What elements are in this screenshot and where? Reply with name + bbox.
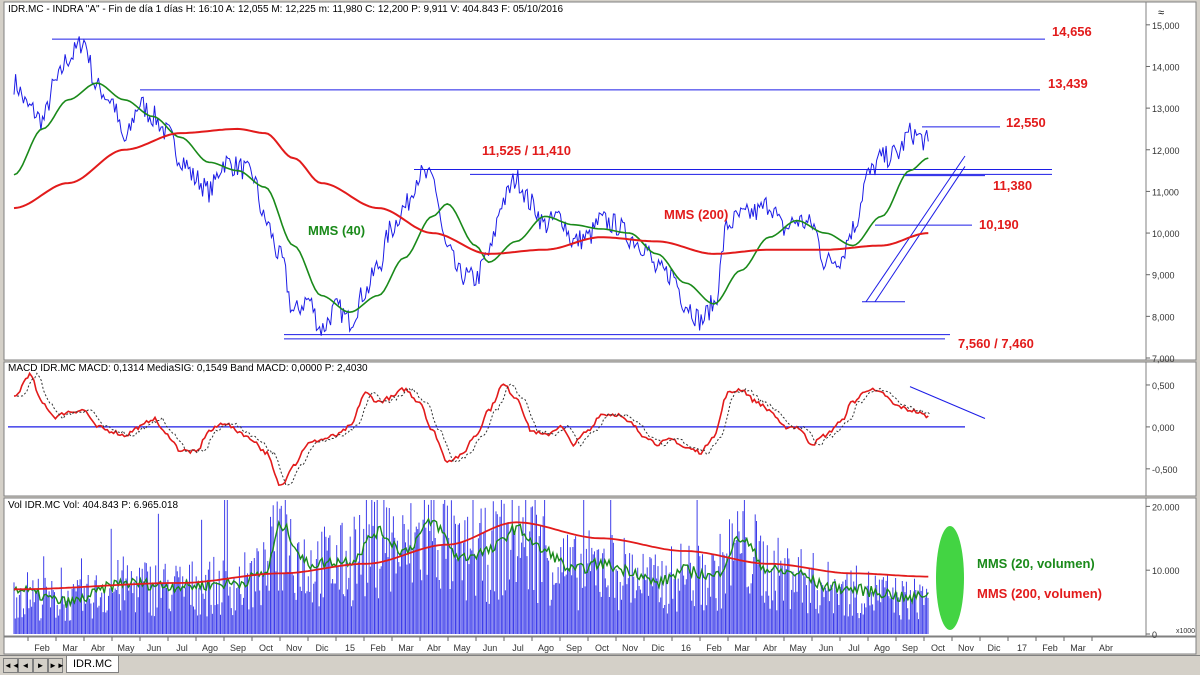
mms200-line bbox=[13, 127, 929, 255]
date-axis-label: Abr bbox=[91, 643, 105, 653]
nav-prev-button[interactable]: ◄ bbox=[18, 658, 33, 673]
date-axis-label: Dic bbox=[652, 643, 665, 653]
macd-line bbox=[13, 371, 929, 486]
date-axis-label: Feb bbox=[34, 643, 50, 653]
date-axis-label: Mar bbox=[398, 643, 414, 653]
label-mms40: MMS (40) bbox=[308, 223, 365, 238]
label-mms20-volume: MMS (20, volumen) bbox=[977, 556, 1095, 571]
macd-signal-line bbox=[17, 372, 932, 486]
sheet-tab-idr[interactable]: IDR.MC bbox=[66, 656, 120, 673]
price-axis-label: 14,000 bbox=[1152, 62, 1180, 72]
date-axis-label: Oct bbox=[931, 643, 946, 653]
chart-canvas[interactable]: 15,000 14,000 13,000 12,000 11,000 10,000 9,00… bbox=[0, 0, 1200, 655]
price-axis-panel bbox=[1145, 1, 1197, 361]
date-axis-label: May bbox=[117, 643, 135, 653]
price-axis-label: 9,000 bbox=[1152, 271, 1175, 281]
label-11380: 11,380 bbox=[993, 178, 1032, 193]
macd-axis-label: 0,500 bbox=[1152, 381, 1175, 391]
volume-panel bbox=[3, 497, 1147, 637]
macd-panel bbox=[3, 361, 1147, 497]
volume-axis-label: 0 bbox=[1152, 630, 1157, 640]
date-axis-label: Jul bbox=[848, 643, 860, 653]
date-axis-label: Abr bbox=[427, 643, 441, 653]
nav-last-button[interactable]: ►► bbox=[48, 658, 65, 673]
label-mms200: MMS (200) bbox=[664, 207, 728, 222]
date-axis-label: Mar bbox=[734, 643, 750, 653]
date-axis-label: Abr bbox=[763, 643, 777, 653]
macd-axis-label: -0,500 bbox=[1152, 465, 1178, 475]
price-axis-label: 8,000 bbox=[1152, 312, 1175, 322]
price-axis-label: 15,000 bbox=[1152, 21, 1180, 31]
date-axis-label: Sep bbox=[566, 643, 582, 653]
date-axis-panel bbox=[3, 636, 1197, 655]
price-header: IDR.MC - INDRA "A" - Fin de día 1 días H… bbox=[8, 4, 563, 15]
label-10190: 10,190 bbox=[979, 217, 1019, 232]
label-13439: 13,439 bbox=[1048, 76, 1088, 91]
nav-first-button[interactable]: ◄◄ bbox=[3, 658, 20, 673]
macd-axis-panel bbox=[1145, 361, 1197, 497]
label-14656: 14,656 bbox=[1052, 24, 1092, 39]
date-axis-label: Feb bbox=[1042, 643, 1058, 653]
date-axis-label: 17 bbox=[1017, 643, 1027, 653]
date-axis-label: Jul bbox=[512, 643, 524, 653]
date-axis-label: 15 bbox=[345, 643, 355, 653]
date-axis-label: Mar bbox=[1070, 643, 1086, 653]
date-axis-label: Nov bbox=[958, 643, 975, 653]
trend-support-line bbox=[865, 155, 966, 303]
label-12550: 12,550 bbox=[1006, 115, 1046, 130]
date-axis-label: Jun bbox=[147, 643, 162, 653]
date-axis-label: Nov bbox=[622, 643, 639, 653]
date-axis-label: Oct bbox=[595, 643, 610, 653]
date-axis-label: Mar bbox=[62, 643, 78, 653]
date-axis-label: Feb bbox=[706, 643, 722, 653]
price-panel bbox=[3, 1, 1147, 361]
volume-highlight-ellipse bbox=[936, 526, 964, 630]
date-axis-label: Dic bbox=[316, 643, 329, 653]
volume-axis-label: 10.000 bbox=[1152, 566, 1180, 576]
macd-trend-line bbox=[909, 386, 986, 419]
price-axis-label: 13,000 bbox=[1152, 104, 1180, 114]
date-axis-label: Jun bbox=[819, 643, 834, 653]
price-axis-label: 11,000 bbox=[1152, 187, 1179, 197]
volume-mms20-line bbox=[13, 517, 929, 608]
price-axis-label: 10,000 bbox=[1152, 229, 1180, 239]
volume-axis-panel bbox=[1145, 497, 1197, 637]
price-series-line bbox=[13, 36, 929, 336]
label-11525-11410: 11,525 / 11,410 bbox=[482, 143, 571, 158]
date-axis-label: Abr bbox=[1099, 643, 1113, 653]
volume-axis-label: 20.000 bbox=[1152, 502, 1180, 512]
label-mms200-volume: MMS (200, volumen) bbox=[977, 586, 1102, 601]
window-corner-glyph[interactable]: ≈ bbox=[1158, 7, 1164, 19]
date-axis-label: Jul bbox=[176, 643, 188, 653]
date-axis-label: Ago bbox=[538, 643, 554, 653]
date-axis-label: Dic bbox=[988, 643, 1001, 653]
date-axis-label: Oct bbox=[259, 643, 274, 653]
price-axis-label: 7,000 bbox=[1152, 354, 1175, 364]
date-axis-label: Ago bbox=[202, 643, 218, 653]
mms40-line bbox=[13, 82, 929, 314]
macd-axis-label: 0,000 bbox=[1152, 423, 1175, 433]
price-axis-label: 12,000 bbox=[1152, 146, 1180, 156]
volume-header: Vol IDR.MC Vol: 404.843 P: 6.965.018 bbox=[8, 500, 179, 511]
date-axis-label: Nov bbox=[286, 643, 303, 653]
date-axis-label: Jun bbox=[483, 643, 498, 653]
volume-axis-note: x1000 bbox=[1176, 628, 1195, 635]
sheet-tab-bar: ◄◄ ◄ ► ►► IDR.MC bbox=[0, 655, 1200, 675]
date-axis-label: Ago bbox=[874, 643, 890, 653]
date-axis-label: Sep bbox=[902, 643, 918, 653]
macd-header: MACD IDR.MC MACD: 0,1314 MediaSIG: 0,154… bbox=[8, 363, 368, 374]
date-axis-label: May bbox=[453, 643, 471, 653]
nav-next-button[interactable]: ► bbox=[33, 658, 48, 673]
date-axis-label: 16 bbox=[681, 643, 691, 653]
volume-mms200-line bbox=[14, 521, 929, 591]
date-axis-label: Sep bbox=[230, 643, 246, 653]
date-axis-label: Feb bbox=[370, 643, 386, 653]
date-axis-label: May bbox=[789, 643, 807, 653]
label-7560-7460: 7,560 / 7,460 bbox=[958, 336, 1034, 351]
